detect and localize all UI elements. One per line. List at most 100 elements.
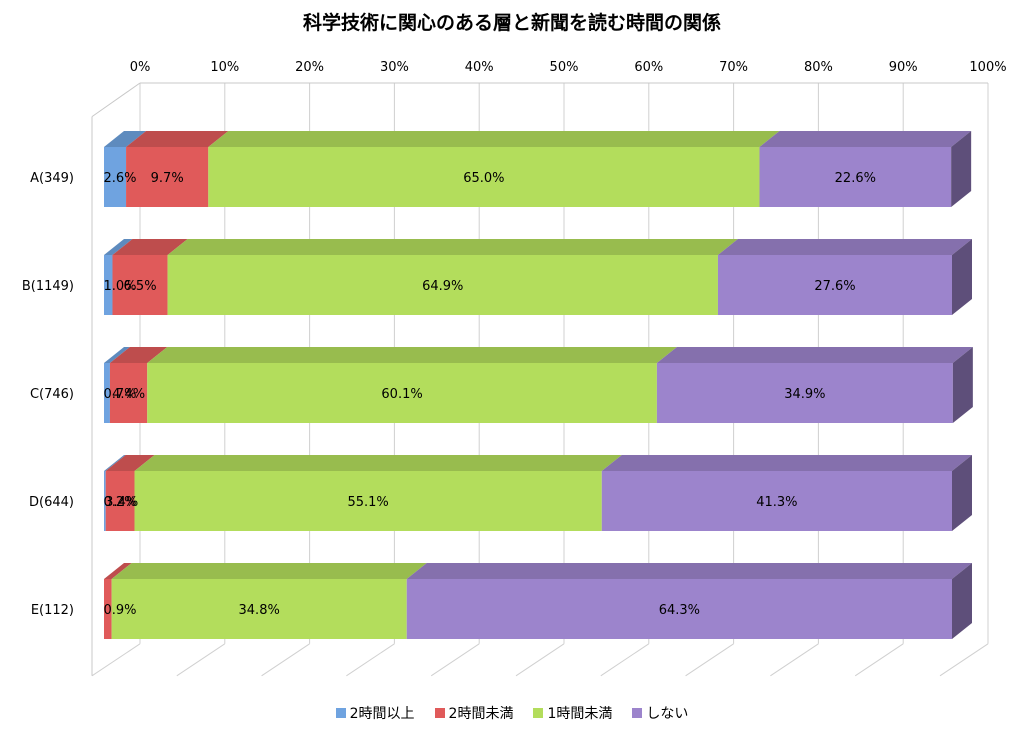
bar-top-face <box>126 131 229 147</box>
bar-segment <box>134 471 602 531</box>
x-tick-label: 20% <box>295 60 324 75</box>
legend-label: 2時間未満 <box>448 706 514 722</box>
data-label: 34.9% <box>784 387 825 402</box>
legend-swatch <box>434 708 445 718</box>
category-label: C(746) <box>30 387 74 402</box>
x-tick-label: 70% <box>719 60 748 75</box>
x-tick-label: 90% <box>889 60 918 75</box>
data-label: 4.4% <box>112 387 145 402</box>
legend-item: しない <box>632 703 688 723</box>
legend-item: 2時間以上 <box>335 703 415 723</box>
bar-top-face <box>406 563 973 579</box>
bar-top-face <box>104 563 132 579</box>
data-label: 64.3% <box>659 603 700 618</box>
bar-segment <box>601 471 952 531</box>
x-tick-label: 30% <box>380 60 409 75</box>
bar-top-face <box>111 563 427 579</box>
bar-top-face <box>208 131 780 147</box>
legend: 2時間以上 2時間未満 1時間未満 しない <box>0 703 1024 723</box>
bar-top-face <box>112 239 188 255</box>
floor-gridline <box>176 643 226 677</box>
bar-top-face <box>104 347 130 363</box>
bar-segment <box>656 363 953 423</box>
bar-top-face <box>167 239 738 255</box>
category-label: A(349) <box>30 171 74 186</box>
data-label: 64.9% <box>422 279 463 294</box>
data-label: 60.1% <box>381 387 422 402</box>
bar-side-face <box>951 131 972 207</box>
legend-label: しない <box>646 706 689 722</box>
data-label: 41.3% <box>756 495 797 510</box>
bar-segment <box>104 471 106 531</box>
data-label: 0.2% <box>103 495 136 510</box>
bar-top-face <box>134 455 622 471</box>
data-label: 1.0% <box>103 279 136 294</box>
bar-segment <box>208 147 760 207</box>
bar-top-face <box>104 239 133 255</box>
bar-side-face <box>952 563 972 639</box>
floor-gridline <box>685 643 734 677</box>
bar-top-face <box>601 455 972 471</box>
bar-side-face <box>952 347 973 423</box>
bar-top-face <box>104 455 126 471</box>
x-tick-label: 40% <box>465 60 494 75</box>
bar-segment <box>104 255 113 315</box>
floor-gridline <box>854 643 904 677</box>
bar-top-face <box>105 455 155 471</box>
bar-top-face <box>717 239 972 255</box>
chart-title: 科学技術に関心のある層と新聞を読む時間の関係 <box>302 12 721 34</box>
bar-segment <box>104 147 127 207</box>
data-label: 65.0% <box>463 171 504 186</box>
data-label: 0.9% <box>103 603 136 618</box>
bar-segment <box>717 255 952 315</box>
legend-item: 1時間未満 <box>533 703 612 723</box>
bar-top-face <box>104 131 147 147</box>
data-label: 3.4% <box>105 495 138 510</box>
legend-swatch <box>335 708 346 718</box>
legend-item: 2時間未満 <box>434 703 514 723</box>
data-label: 0.7% <box>103 387 136 402</box>
bar-segment <box>147 363 657 423</box>
floor-gridline <box>515 643 565 677</box>
floor-gridline <box>600 643 650 677</box>
category-label: E(112) <box>31 603 74 618</box>
x-tick-label: 10% <box>210 60 239 75</box>
floor-gridline <box>261 643 310 677</box>
x-tick-label: 50% <box>550 60 579 75</box>
floor-gridline <box>770 643 819 677</box>
category-label: D(644) <box>29 495 74 510</box>
data-label: 27.6% <box>814 279 855 294</box>
legend-label: 2時間以上 <box>349 706 415 722</box>
bar-segment <box>112 255 168 315</box>
bar-segment <box>105 471 135 531</box>
floor-gridline <box>430 643 480 677</box>
bar-top-face <box>109 347 168 363</box>
legend-swatch <box>533 708 544 718</box>
data-label: 22.6% <box>835 171 876 186</box>
floor-gridline <box>346 643 395 677</box>
bar-segment <box>759 147 952 207</box>
floor-gridline <box>939 643 989 677</box>
category-label: B(1149) <box>22 279 74 294</box>
bar-segment <box>126 147 209 207</box>
bar-segment <box>111 579 407 639</box>
bar-segment <box>104 579 112 639</box>
data-label: 9.7% <box>151 171 184 186</box>
bar-segment <box>406 579 953 639</box>
legend-swatch <box>632 708 643 718</box>
data-label: 34.8% <box>239 603 280 618</box>
bar-segment <box>104 363 110 423</box>
legend-label: 1時間未満 <box>547 706 613 722</box>
bar-side-face <box>952 455 972 531</box>
bar-top-face <box>759 131 972 147</box>
x-tick-label: 80% <box>804 60 833 75</box>
x-tick-label: 100% <box>969 60 1006 75</box>
data-label: 55.1% <box>347 495 388 510</box>
floor-gridline <box>91 643 141 677</box>
bar-top-face <box>656 347 973 363</box>
x-tick-label: 0% <box>130 60 151 75</box>
data-label: 6.5% <box>124 279 157 294</box>
bar-top-face <box>147 347 677 363</box>
bar-segment <box>167 255 718 315</box>
